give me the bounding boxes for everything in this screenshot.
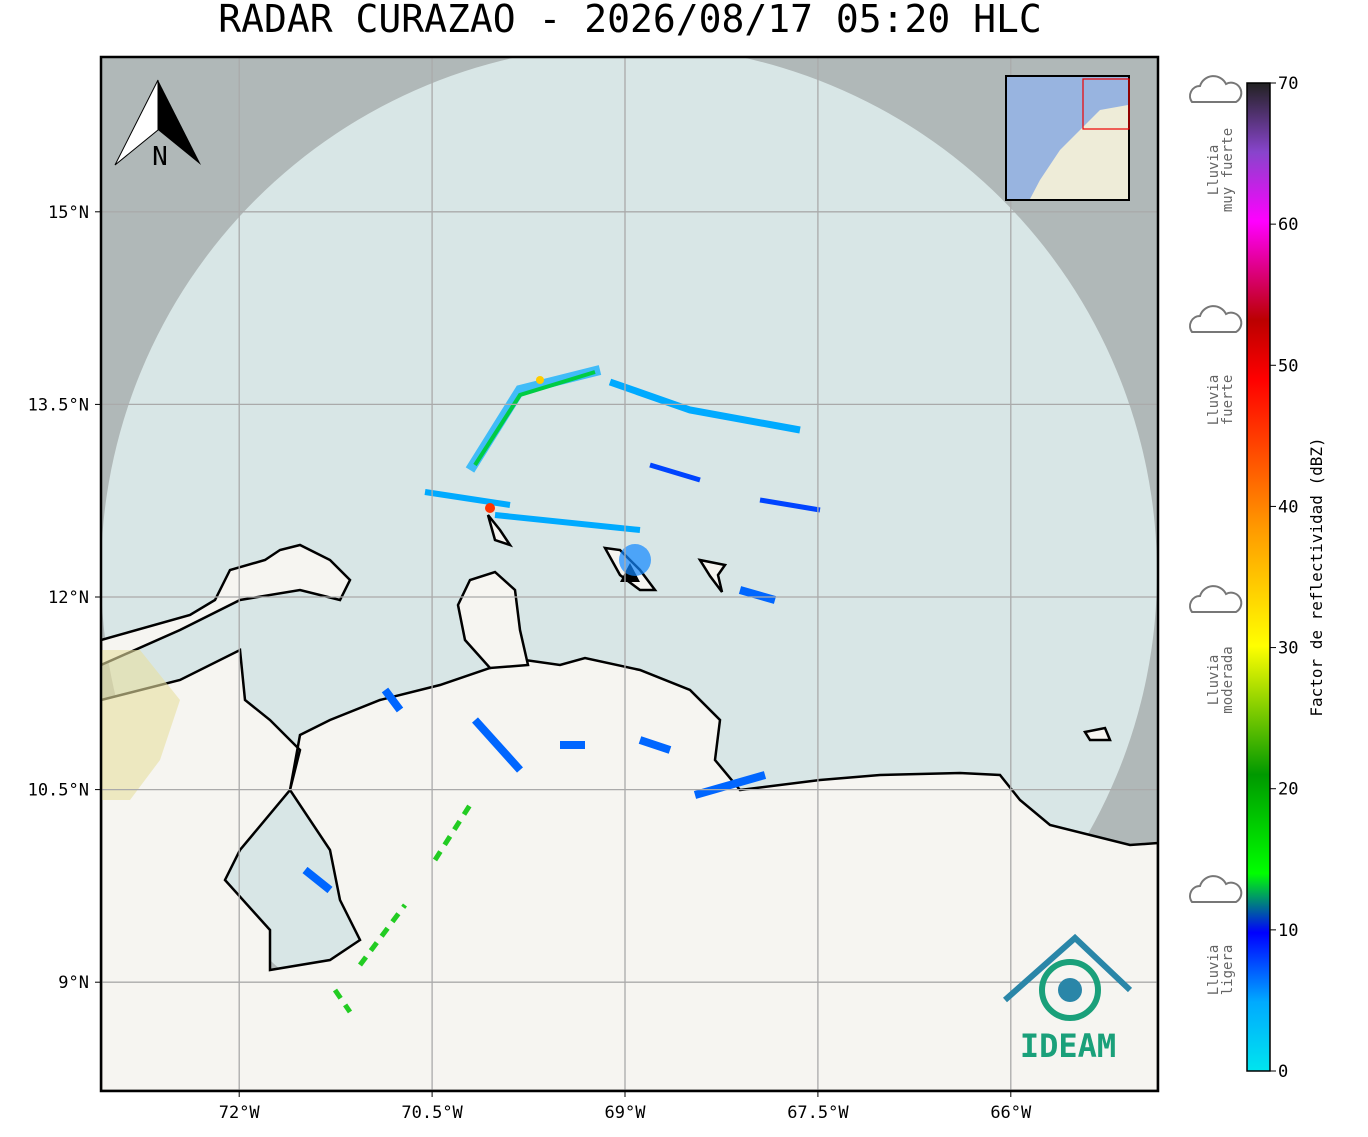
legend-label: Lluvia [1206,945,1222,996]
x-tick-label: 66°W [990,1103,1032,1123]
colombia [101,650,180,1091]
logo-text: IDEAM [1020,1027,1116,1065]
colorbar-label: Factor de reflectividad (dBZ) [1307,437,1326,716]
weather-icon [1189,585,1243,613]
title: RADAR CURAZAO - 2026/08/17 05:20 HLC [218,0,1042,41]
weather-icon [1189,875,1243,903]
radar-echoes [302,365,821,1014]
y-tick-label: 15°N [48,203,89,223]
colorbar-ticks: 0 10 20 30 40 50 60 70 [1270,74,1298,1082]
x-tick-label: 70.5°W [401,1103,463,1123]
y-tick-label: 13.5°N [28,395,89,415]
bonaire [697,558,728,593]
legend-label: muy fuerte [1220,128,1236,212]
colorbar-tick-label: 50 [1278,356,1298,376]
legend-label: Lluvia [1206,375,1222,426]
aruba [486,514,514,548]
axes: 72°W 70.5°W 69°W 67.5°W 66°W 15°N 13.5°N 12°N 10… [28,203,1032,1123]
colorbar-tick-label: 70 [1278,74,1298,94]
colorbar-tick-label: 30 [1278,639,1298,659]
y-tick-label: 12°N [48,588,89,608]
x-tick-label: 67.5°W [787,1103,849,1123]
graticule [101,57,1158,1091]
colorbar-tick-label: 60 [1278,215,1298,235]
legend-label: Lluvia [1206,145,1222,196]
legend-label: Lluvia [1206,655,1222,706]
x-tick-label: 69°W [605,1103,647,1123]
north-label: N [152,142,168,172]
legend-label: fuerte [1220,375,1236,426]
y-tick-label: 9°N [58,973,89,993]
x-tick-label: 72°W [219,1103,261,1123]
inset-map [1005,75,1130,201]
map: N IDEAM [101,57,1158,1091]
map-frame [99,55,1160,1093]
legend-label: ligera [1220,945,1236,996]
colorbar-tick-label: 20 [1278,780,1298,800]
legend-label: moderada [1220,646,1236,713]
margarita [1082,726,1112,742]
colorbar [1246,82,1271,1072]
colorbar-tick-label: 40 [1278,497,1298,517]
north-arrow: N [114,79,201,172]
colorbar-tick-label: 0 [1278,1062,1288,1082]
weather-icon [1189,305,1243,333]
colorbar-tick-label: 10 [1278,921,1298,941]
weather-icon [1189,75,1243,103]
y-tick-label: 10.5°N [28,781,89,801]
logo: IDEAM [1003,933,1133,1065]
paraguana [456,570,530,670]
